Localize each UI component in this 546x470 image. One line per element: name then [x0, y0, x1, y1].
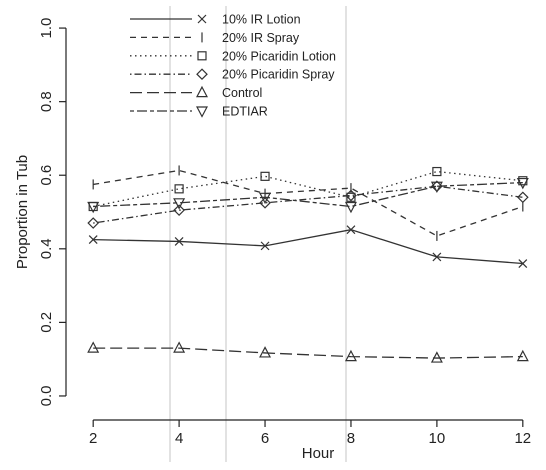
data-point: [259, 192, 272, 205]
legend-label: 20% IR Spray: [222, 31, 300, 45]
data-point: [88, 235, 98, 245]
x-tick-label: 6: [261, 430, 269, 447]
legend-item: Control: [130, 85, 262, 100]
data-point: [259, 196, 271, 209]
data-point: [430, 351, 443, 363]
legend-marker: [196, 106, 208, 118]
data-point: [174, 237, 184, 246]
data-point: [174, 184, 184, 194]
legend-label: 20% Picaridin Lotion: [222, 49, 336, 63]
data-point: [516, 191, 529, 204]
axes: [65, 28, 523, 421]
series-1: [88, 225, 528, 268]
legend-item: 10% IR Lotion: [130, 13, 301, 27]
y-axis-label: Proportion in Tub: [14, 155, 31, 269]
series-line: [93, 347, 523, 359]
series-line: [93, 181, 523, 208]
legend-item: 20% Picaridin Lotion: [130, 49, 336, 63]
data-point: [516, 349, 529, 362]
data-point: [432, 166, 442, 177]
series-line: [93, 185, 523, 224]
y-tick-label: 0.2: [38, 312, 55, 333]
data-point: [518, 259, 528, 268]
data-point: [260, 241, 270, 251]
series-6: [87, 177, 529, 214]
data-point: [516, 177, 529, 190]
data-point: [346, 225, 356, 235]
x-ticks: 2 4 6 8 10 12: [89, 420, 531, 447]
data-point: [259, 346, 272, 358]
legend-item: 20% IR Spray: [130, 31, 300, 45]
data-point: [87, 201, 100, 214]
data-point: [173, 341, 186, 353]
y-tick-label: 0.6: [38, 165, 55, 186]
legend-marker: [196, 85, 208, 98]
x-tick-label: 8: [347, 430, 355, 447]
data-point: [87, 217, 100, 229]
data-point: [87, 341, 100, 353]
legend-marker: [197, 14, 207, 24]
data-point: [260, 171, 270, 181]
data-point: [344, 349, 357, 362]
series-line: [93, 169, 524, 237]
data-point: [344, 201, 357, 214]
legend-label: EDTIAR: [222, 105, 268, 119]
legend-item: 20% Picaridin Spray: [130, 68, 335, 82]
y-tick-label: 0.4: [38, 238, 55, 259]
legend-label: Control: [222, 86, 262, 100]
series-line: [93, 229, 523, 265]
x-axis-label: Hour: [302, 445, 335, 462]
data-point: [173, 198, 186, 210]
data-point: [430, 181, 443, 194]
y-tick-label: 1.0: [38, 18, 55, 39]
data-point: [173, 204, 185, 217]
series-2: [92, 165, 524, 241]
y-tick-label: 0.0: [38, 386, 55, 407]
series-5: [87, 341, 529, 363]
data-point: [432, 252, 442, 262]
series-4: [87, 180, 529, 229]
data-point: [345, 189, 357, 202]
x-tick-label: 12: [514, 430, 531, 447]
x-tick-label: 4: [175, 430, 183, 447]
legend-item: EDTIAR: [130, 105, 268, 119]
y-tick-label: 0.8: [38, 91, 55, 112]
legend-marker: [196, 68, 208, 81]
x-tick-label: 2: [89, 430, 97, 447]
legend: 10% IR Lotion 20% IR Spray 20% Picaridin L…: [130, 13, 336, 119]
legend-label: 20% Picaridin Spray: [222, 68, 335, 82]
y-ticks: 0.0 0.2 0.4 0.6 0.8 1.0: [38, 18, 66, 407]
legend-label: 10% IR Lotion: [222, 13, 301, 27]
series-layer: [87, 165, 529, 363]
x-tick-label: 10: [429, 430, 446, 447]
legend-marker: [197, 51, 207, 61]
background-lines: [169, 6, 347, 462]
